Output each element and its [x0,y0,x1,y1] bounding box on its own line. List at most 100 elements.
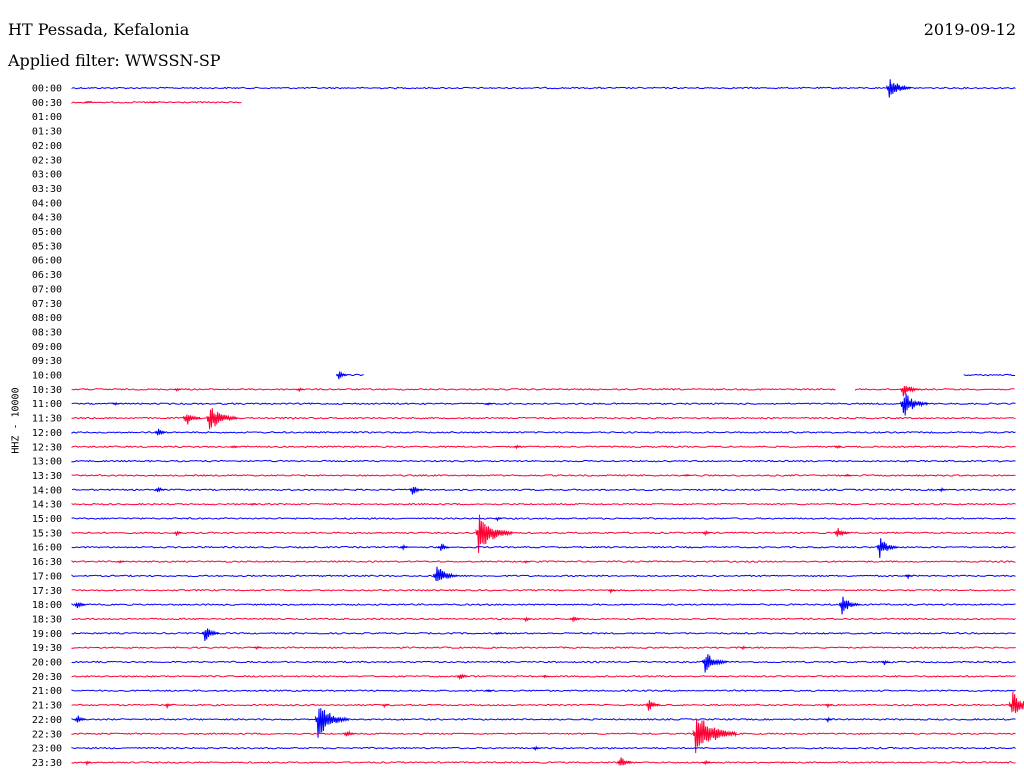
seismic-event [607,588,616,594]
seismic-event [834,528,850,537]
seismic-event [335,371,348,380]
trace-row-0630: 06:30 [32,270,62,281]
seismic-event [381,703,389,709]
row-time-label: 10:30 [32,385,62,396]
row-time-label: 04:00 [32,198,62,209]
trace-row-0330: 03:30 [32,184,62,195]
seismic-event [149,101,158,104]
row-time-label: 21:00 [32,686,62,697]
seismic-event [456,673,469,681]
row-time-label: 09:00 [32,342,62,353]
seismic-event [692,719,737,754]
seismic-event [834,445,843,449]
trace-row-1100: 11:00 [32,393,1016,416]
trace-segment [71,602,1016,606]
seismic-event [230,445,238,449]
seismic-event [314,708,350,738]
trace-row-1700: 17:00 [32,566,1016,582]
trace-segment [71,517,1016,520]
row-time-label: 02:30 [32,155,62,166]
trace-row-1830: 18:30 [32,614,1016,625]
row-time-label: 17:30 [32,586,62,597]
trace-row-1800: 18:00 [32,596,1016,615]
trace-row-2100: 21:00 [32,686,1016,697]
seismic-event [702,654,728,673]
seismic-event [886,79,912,98]
seismic-event [522,560,531,564]
seismic-event [74,601,86,609]
trace-row-2300: 23:00 [32,744,1016,755]
trace-row-1630: 16:30 [32,557,1016,568]
trace-segment [71,488,1016,492]
trace-segment [963,373,1016,377]
filter-subtitle: Applied filter: WWSSN-SP [8,51,221,70]
trace-row-2230: 22:30 [32,719,1016,754]
trace-segment [71,431,1016,435]
seismic-event [154,428,167,436]
trace-row-1730: 17:30 [32,586,1016,597]
trace-segment [71,402,1016,406]
seismic-event [494,631,503,635]
seismic-event [201,628,220,642]
row-time-label: 23:30 [32,758,62,769]
row-time-label: 12:00 [32,428,62,439]
row-time-label: 22:00 [32,715,62,726]
row-time-label: 14:00 [32,485,62,496]
seismic-event [83,760,92,766]
trace-row-0800: 08:00 [32,313,62,324]
seismic-event [437,543,450,551]
trace-segment [71,631,1016,635]
trace-row-2000: 20:00 [32,654,1016,673]
trace-row-1000: 10:00 [32,371,1016,382]
trace-row-1530: 15:30 [32,514,1016,553]
seismic-event [173,387,182,392]
seismic-event [824,703,833,709]
seismic-event [541,674,550,679]
trace-row-1600: 16:00 [32,538,1016,559]
row-time-label: 16:30 [32,557,62,568]
trace-row-1500: 15:00 [32,514,1016,525]
row-time-label: 02:00 [32,141,62,152]
trace-row-1330: 13:30 [32,471,1016,482]
trace-row-0200: 02:00 [32,141,62,152]
trace-row-2130: 21:30 [32,691,1024,714]
row-time-label: 01:30 [32,127,62,138]
row-time-label: 16:00 [32,543,62,554]
seismic-event [905,573,913,580]
row-time-label: 08:30 [32,327,62,338]
seismic-event [513,444,522,450]
trace-segment [71,689,1016,693]
trace-row-0100: 01:00 [32,112,62,123]
row-time-label: 20:00 [32,658,62,669]
row-time-label: 06:30 [32,270,62,281]
trace-row-0000: 00:00 [32,79,1016,98]
seismic-event [485,688,493,693]
trace-row-1930: 19:30 [32,643,1016,654]
trace-row-0500: 05:00 [32,227,62,238]
trace-segment [71,474,1016,477]
row-time-label: 19:00 [32,629,62,640]
trace-row-0930: 09:30 [32,356,62,367]
row-time-label: 09:30 [32,356,62,367]
row-time-label: 00:00 [32,84,62,95]
seismic-event [881,659,891,666]
station-title: HT Pessada, Kefalonia [8,20,190,39]
trace-row-1130: 11:30 [32,408,1016,430]
row-time-label: 15:30 [32,528,62,539]
seismic-event [1008,691,1024,714]
seismic-event [522,616,532,623]
trace-row-1430: 14:30 [32,500,1016,511]
row-time-label: 15:00 [32,514,62,525]
seismic-event [182,414,201,425]
row-time-label: 08:00 [32,313,62,324]
trace-segment [71,660,1016,664]
row-time-label: 19:30 [32,643,62,654]
trace-segment [855,388,1015,391]
trace-row-0730: 07:30 [32,299,62,310]
row-time-label: 17:00 [32,571,62,582]
trace-row-0030: 00:30 [32,98,242,109]
seismic-event [494,516,503,522]
row-time-label: 23:00 [32,744,62,755]
seismic-event [253,645,262,651]
